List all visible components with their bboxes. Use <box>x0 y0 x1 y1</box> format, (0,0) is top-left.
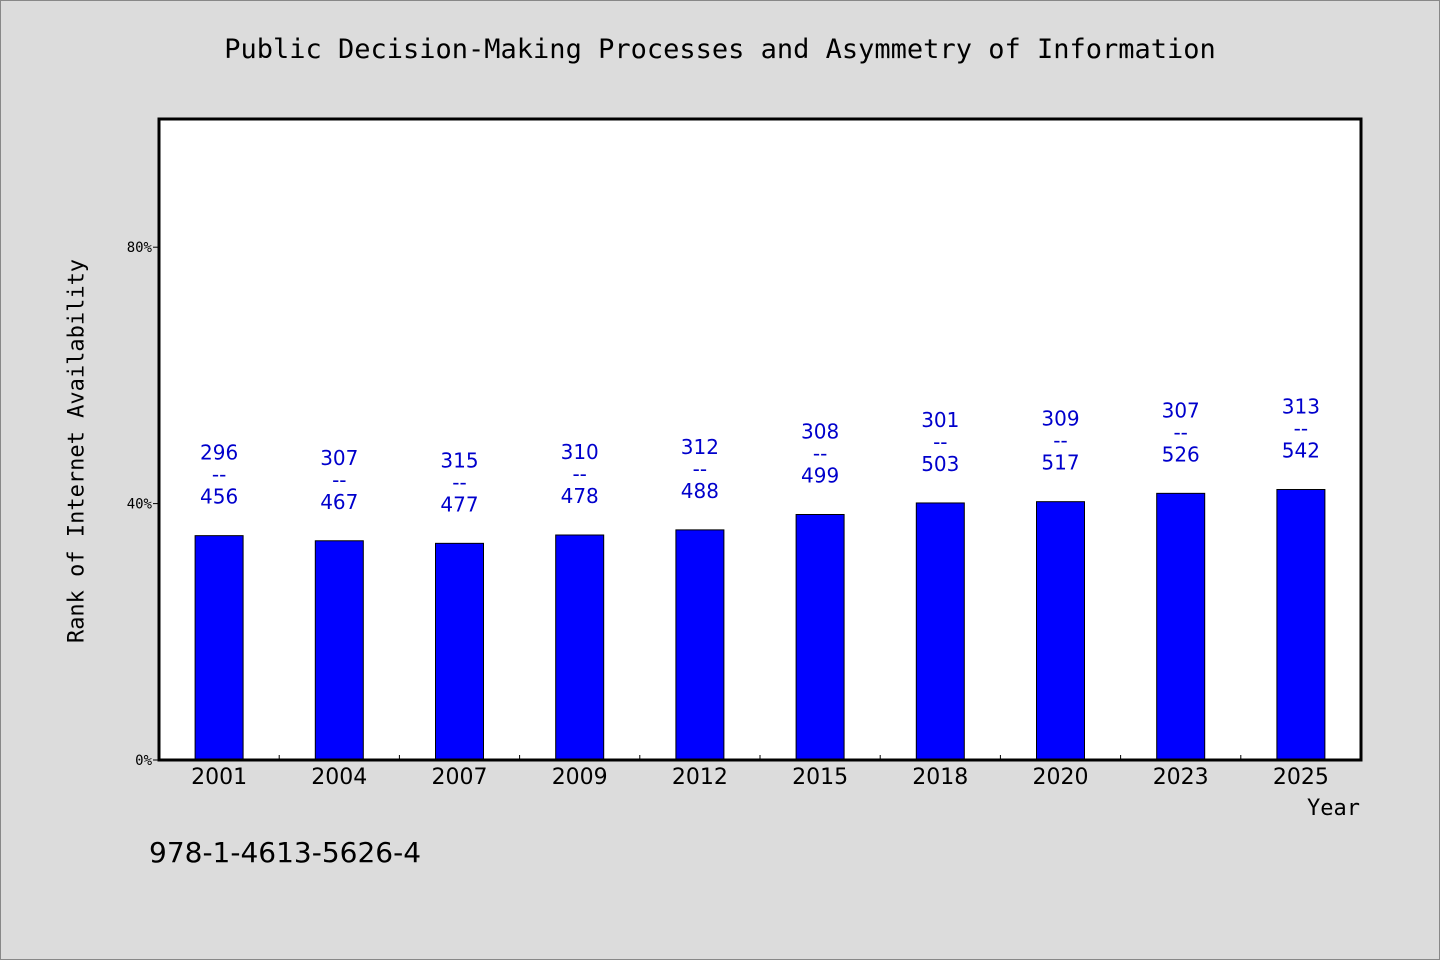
x-tick-label: 2023 <box>1153 765 1209 790</box>
x-tick-label: 2015 <box>792 765 848 790</box>
data-label-top: 313 <box>1282 394 1320 418</box>
chart-title: Public Decision-Making Processes and Asy… <box>224 34 1216 65</box>
data-label-bottom: 467 <box>320 490 358 514</box>
x-tick-label: 2018 <box>912 765 968 790</box>
data-label-top: 307 <box>1162 398 1200 422</box>
x-axis-label: Year <box>1307 796 1360 821</box>
data-label-top: 296 <box>200 441 238 465</box>
data-label-top: 308 <box>801 419 839 443</box>
data-label-separator: -- <box>933 430 947 454</box>
data-label-separator: -- <box>212 463 226 487</box>
x-tick-label: 2009 <box>552 765 608 790</box>
data-label-top: 309 <box>1041 407 1079 431</box>
data-label-bottom: 517 <box>1041 451 1079 475</box>
x-tick-label: 2004 <box>311 765 367 790</box>
y-tick-label: 80% <box>127 240 153 256</box>
data-label-bottom: 477 <box>440 492 478 516</box>
bar <box>1156 492 1206 761</box>
x-tick-label: 2007 <box>432 765 488 790</box>
isbn-text: 978-1-4613-5626-4 <box>149 836 422 869</box>
data-label-separator: -- <box>452 470 466 494</box>
y-tick-label: 0% <box>135 753 152 769</box>
data-label-bottom: 456 <box>200 485 238 509</box>
x-tick-label: 2025 <box>1273 765 1329 790</box>
bar <box>314 540 364 761</box>
plot-border <box>157 117 1363 762</box>
data-label-bottom: 488 <box>681 479 719 503</box>
data-label-top: 312 <box>681 435 719 459</box>
data-label-bottom: 478 <box>561 484 599 508</box>
data-label-bottom: 503 <box>921 452 959 476</box>
data-label-separator: -- <box>813 441 827 465</box>
data-label-separator: -- <box>693 457 707 481</box>
x-tick-label: 2020 <box>1033 765 1089 790</box>
bar <box>915 502 965 761</box>
bar <box>555 534 605 761</box>
bar <box>1276 488 1326 761</box>
data-label-separator: -- <box>1173 420 1187 444</box>
data-label-bottom: 526 <box>1162 442 1200 466</box>
data-label-bottom: 499 <box>801 463 839 487</box>
y-tick-label: 40% <box>127 497 153 513</box>
data-label-top: 315 <box>440 448 478 472</box>
bar <box>675 529 725 761</box>
data-label-bottom: 542 <box>1282 438 1320 462</box>
x-tick-label: 2001 <box>191 765 247 790</box>
data-label-top: 301 <box>921 408 959 432</box>
data-label-separator: -- <box>332 468 346 492</box>
bar <box>435 542 484 761</box>
bar <box>194 535 244 761</box>
data-label-separator: -- <box>1294 416 1308 440</box>
data-label-separator: -- <box>1053 429 1067 453</box>
bar <box>1036 501 1085 761</box>
data-label-separator: -- <box>572 462 586 486</box>
x-tick-label: 2012 <box>672 765 728 790</box>
data-label-top: 310 <box>561 440 599 464</box>
bar <box>795 513 845 761</box>
data-label-top: 307 <box>320 446 358 470</box>
